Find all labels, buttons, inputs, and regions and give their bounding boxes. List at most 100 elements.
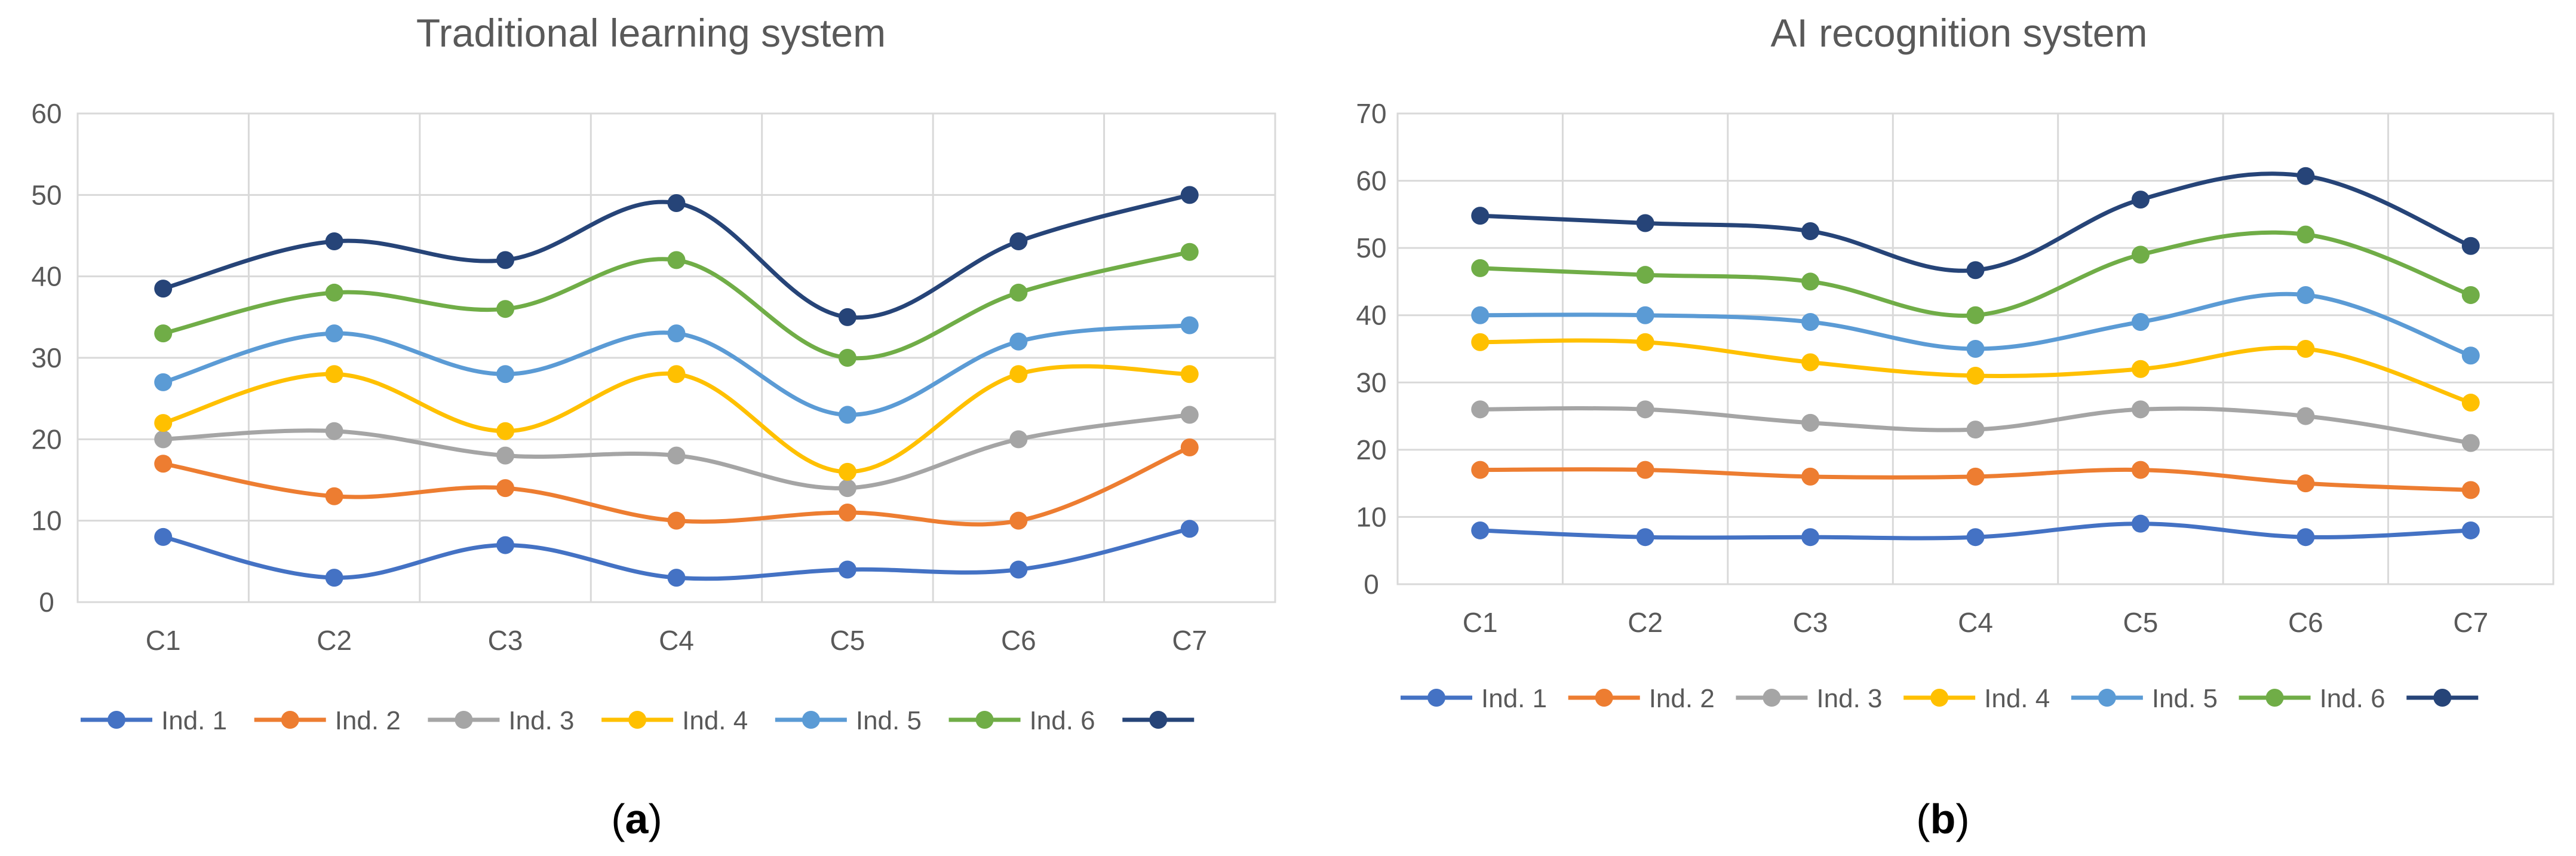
x-tick-label: C1 [1463, 607, 1498, 638]
data-point [2131, 461, 2150, 479]
legend-marker [2433, 689, 2452, 707]
data-point [496, 479, 515, 498]
legend-label: Ind. 3 [508, 706, 574, 735]
y-tick-label: 20 [1356, 434, 1386, 465]
legend-marker [2098, 689, 2116, 707]
data-point [2461, 237, 2480, 255]
series-4 [1471, 333, 2480, 412]
data-point [2296, 407, 2315, 425]
x-axis-labels: C1 C2 C3 C4 C5 C6 C7 [1463, 607, 2488, 638]
data-point [1471, 306, 1490, 324]
data-point [667, 511, 686, 530]
x-tick-label: C6 [1001, 625, 1036, 656]
data-point [2296, 340, 2315, 358]
chart-panel-a: Traditional learning system 0 10 20 30 40 50 6… [31, 11, 1276, 842]
data-point [2461, 286, 2480, 304]
data-point [325, 324, 343, 343]
y-tick-label: 40 [1356, 300, 1386, 331]
plot-area [1396, 112, 2554, 585]
data-point [2461, 434, 2480, 452]
data-point [1801, 528, 1820, 547]
y-tick-label: 0 [39, 587, 54, 618]
data-point [325, 569, 343, 587]
data-point [154, 280, 173, 298]
data-point [2131, 312, 2150, 331]
legend-label: Ind. 4 [682, 706, 748, 735]
legend-item: Ind. 1 [1401, 684, 1547, 713]
x-tick-label: C4 [1958, 607, 1993, 638]
x-tick-label: C7 [1172, 625, 1207, 656]
legend-item: Ind. 4 [601, 706, 748, 735]
chart-panel-b: AI recognition system 0 10 20 30 40 50 60 70 C1… [1356, 11, 2554, 842]
data-point [1180, 186, 1199, 204]
data-point [2461, 521, 2480, 539]
y-tick-label: 10 [31, 505, 62, 536]
y-tick-label: 60 [31, 98, 62, 129]
data-point [1471, 461, 1490, 479]
series-2 [1471, 461, 2480, 499]
series-3 [154, 406, 1199, 498]
y-tick-label: 20 [31, 424, 62, 455]
data-point [838, 462, 856, 481]
legend-label: Ind. 6 [1030, 706, 1095, 735]
data-point [667, 324, 686, 343]
legend-label: Ind. 6 [2320, 684, 2385, 713]
y-axis-labels: 0 10 20 30 40 50 60 [31, 98, 62, 618]
x-tick-label: C2 [317, 625, 352, 656]
x-tick-label: C3 [1793, 607, 1828, 638]
data-point [2131, 246, 2150, 264]
data-point [1966, 261, 1985, 280]
legend-marker [1427, 689, 1445, 707]
data-point [1801, 222, 1820, 240]
legend-item: Ind. 1 [81, 706, 227, 735]
data-point [1009, 332, 1028, 351]
series-1 [1471, 514, 2480, 547]
legend-item: Ind. 2 [254, 706, 401, 735]
data-point [1966, 528, 1985, 547]
data-point [1636, 214, 1654, 232]
data-point [496, 422, 515, 440]
data-point [1009, 283, 1028, 302]
data-point [325, 422, 343, 440]
data-point [1009, 511, 1028, 530]
legend-marker [1763, 689, 1781, 707]
data-point [1471, 259, 1490, 277]
data-point [2296, 225, 2315, 244]
y-tick-label: 40 [31, 261, 62, 292]
data-point [496, 251, 515, 269]
data-point [154, 373, 173, 391]
legend-item: Ind. 6 [948, 706, 1095, 735]
data-point [1180, 243, 1199, 261]
data-point [1801, 467, 1820, 486]
legend: Ind. 1 Ind. 2 Ind. 3 Ind. 4 Ind. 5 Ind. 6 [81, 706, 1195, 735]
data-point [2296, 528, 2315, 547]
legend-label: Ind. 5 [2152, 684, 2218, 713]
legend-marker [2265, 689, 2284, 707]
data-point [1180, 406, 1199, 424]
series-1 [154, 520, 1199, 587]
data-point [1471, 400, 1490, 419]
data-point [1966, 306, 1985, 324]
data-point [496, 300, 515, 318]
data-point [1966, 467, 1985, 486]
chart-title: AI recognition system [1771, 11, 2148, 55]
data-point [667, 446, 686, 465]
legend-item: Ind. 2 [1568, 684, 1715, 713]
x-tick-label: C6 [2288, 607, 2323, 638]
data-point [496, 365, 515, 383]
data-point [838, 504, 856, 522]
data-point [838, 308, 856, 326]
series-7 [1471, 167, 2480, 280]
data-point [667, 194, 686, 212]
legend-item: Ind. 3 [428, 706, 575, 735]
y-tick-label: 70 [1356, 98, 1386, 129]
legend-marker [108, 711, 125, 729]
data-point [1636, 461, 1654, 479]
data-point [154, 527, 173, 546]
legend-marker [628, 711, 647, 729]
y-tick-label: 30 [1356, 367, 1386, 398]
data-point [2461, 394, 2480, 412]
data-point [1471, 207, 1490, 225]
legend-item: Ind. 3 [1736, 684, 1883, 713]
data-point [1009, 430, 1028, 449]
